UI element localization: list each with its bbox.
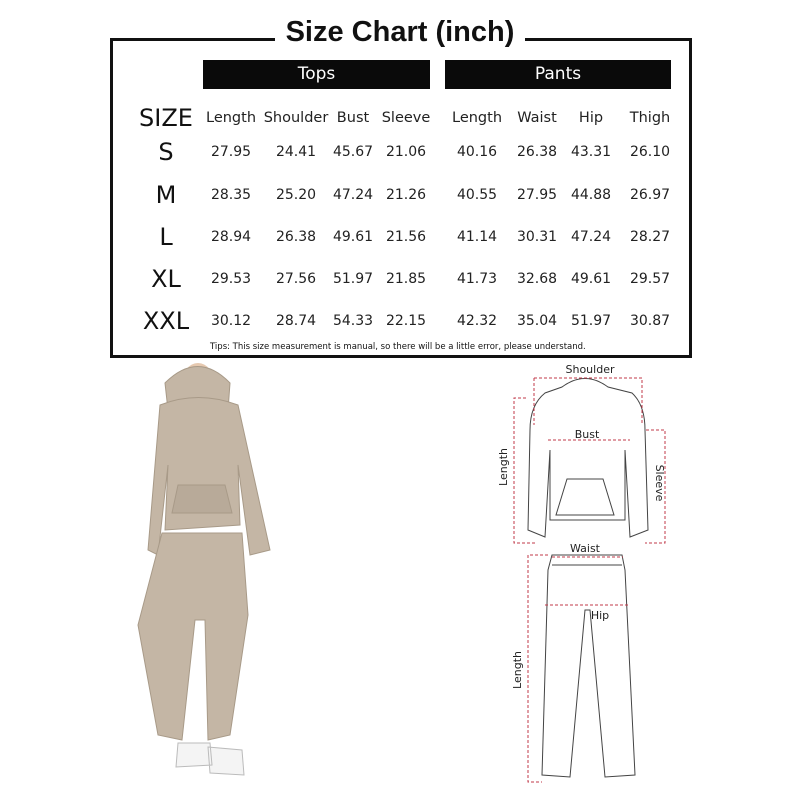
table-cell: 21.06 bbox=[385, 144, 427, 160]
table-cell: 27.56 bbox=[275, 271, 317, 287]
table-cell: 21.56 bbox=[385, 229, 427, 245]
table-cell: 51.97 bbox=[570, 313, 612, 329]
hoodie bbox=[147, 397, 271, 556]
table-cell: 28.74 bbox=[275, 313, 317, 329]
table-cell: 40.55 bbox=[456, 187, 498, 203]
table-cell: 47.24 bbox=[332, 187, 374, 203]
table-cell: 21.26 bbox=[385, 187, 427, 203]
table-cell: 42.32 bbox=[456, 313, 498, 329]
joggers bbox=[137, 532, 249, 741]
size-label: M bbox=[155, 181, 177, 209]
table-cell: 21.85 bbox=[385, 271, 427, 287]
table-cell: 29.57 bbox=[629, 271, 671, 287]
table-cell: 41.73 bbox=[456, 271, 498, 287]
table-cell: 44.88 bbox=[570, 187, 612, 203]
table-cell: 28.94 bbox=[210, 229, 252, 245]
table-cell: 41.14 bbox=[456, 229, 498, 245]
table-cell: 30.12 bbox=[210, 313, 252, 329]
table-cell: 43.31 bbox=[570, 144, 612, 160]
table-cell: 30.87 bbox=[629, 313, 671, 329]
table-cell: 24.41 bbox=[275, 144, 317, 160]
size-label: XL bbox=[151, 265, 181, 293]
waist-label: Waist bbox=[570, 542, 601, 555]
shoulder-label: Shoulder bbox=[566, 363, 615, 376]
pant-length-label: Length bbox=[511, 651, 524, 689]
column-header: Bust bbox=[336, 110, 370, 126]
size-label: XXL bbox=[142, 307, 190, 335]
table-cell: 28.35 bbox=[210, 187, 252, 203]
size-column-header: SIZE bbox=[139, 104, 193, 132]
tops-header: Tops bbox=[203, 60, 430, 89]
column-header: Length bbox=[451, 110, 503, 126]
table-cell: 35.04 bbox=[516, 313, 558, 329]
table-cell: 25.20 bbox=[275, 187, 317, 203]
column-header: Hip bbox=[578, 110, 604, 126]
table-cell: 26.10 bbox=[629, 144, 671, 160]
measurement-diagram: Shoulder Bust Length Sleeve Waist Hip Le… bbox=[497, 363, 666, 783]
table-cell: 22.15 bbox=[385, 313, 427, 329]
sleeve-measure-line bbox=[645, 429, 666, 544]
column-header: Waist bbox=[517, 110, 557, 126]
table-cell: 47.24 bbox=[570, 229, 612, 245]
size-label: L bbox=[159, 223, 173, 251]
table-cell: 26.97 bbox=[629, 187, 671, 203]
pants-header: Pants bbox=[445, 60, 671, 89]
column-header: Shoulder bbox=[263, 110, 329, 126]
table-cell: 28.27 bbox=[629, 229, 671, 245]
bust-label: Bust bbox=[575, 428, 600, 441]
table-cell: 54.33 bbox=[332, 313, 374, 329]
tips-note: Tips: This size measurement is manual, s… bbox=[210, 342, 586, 352]
column-header: Length bbox=[205, 110, 257, 126]
sneakers bbox=[175, 742, 245, 776]
shoulder-measure-line bbox=[534, 377, 643, 425]
table-cell: 27.95 bbox=[210, 144, 252, 160]
hoodie-pocket-outline bbox=[555, 478, 615, 516]
top-length-measure-line bbox=[513, 397, 535, 544]
column-header: Sleeve bbox=[381, 110, 431, 126]
top-length-label: Length bbox=[497, 448, 510, 486]
table-cell: 27.95 bbox=[516, 187, 558, 203]
hip-label: Hip bbox=[591, 609, 609, 622]
table-cell: 32.68 bbox=[516, 271, 558, 287]
table-cell: 49.61 bbox=[332, 229, 374, 245]
pants-outline bbox=[541, 554, 636, 778]
table-cell: 40.16 bbox=[456, 144, 498, 160]
table-cell: 49.61 bbox=[570, 271, 612, 287]
table-cell: 26.38 bbox=[516, 144, 558, 160]
table-cell: 30.31 bbox=[516, 229, 558, 245]
table-cell: 51.97 bbox=[332, 271, 374, 287]
model-photo bbox=[137, 363, 271, 776]
hoodie-outline bbox=[527, 378, 649, 538]
size-label: S bbox=[158, 138, 174, 166]
pant-length-measure-line bbox=[527, 554, 548, 783]
table-cell: 29.53 bbox=[210, 271, 252, 287]
table-cell: 26.38 bbox=[275, 229, 317, 245]
chart-title: Size Chart (inch) bbox=[275, 12, 525, 52]
table-cell: 45.67 bbox=[332, 144, 374, 160]
sleeve-label: Sleeve bbox=[653, 465, 666, 502]
column-header: Thigh bbox=[629, 110, 671, 126]
kangaroo-pocket bbox=[171, 484, 233, 514]
